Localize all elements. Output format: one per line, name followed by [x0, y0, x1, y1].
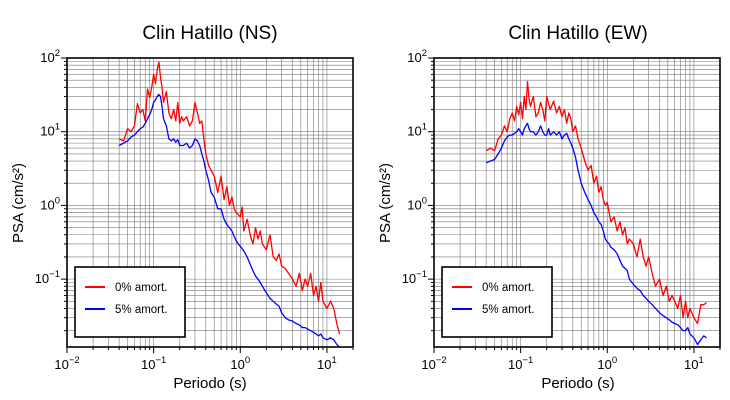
- chart-panel-ns: Clin Hatillo (NS) Periodo (s) PSA (cm/s²…: [10, 23, 354, 392]
- x-tick-label: 100: [597, 355, 617, 372]
- y-axis-label: PSA (cm/s²): [377, 163, 394, 243]
- legend-label: 0% amort.: [482, 282, 534, 294]
- legend: 0% amort. 5% amort.: [74, 266, 186, 338]
- x-tick-label: 101: [317, 355, 337, 372]
- x-axis-label: Periodo (s): [541, 375, 614, 392]
- chart-title: Clin Hatillo (NS): [142, 23, 277, 44]
- series-line-5pct-damping: [118, 93, 341, 348]
- legend-label: 5% amort.: [115, 304, 167, 316]
- legend-label: 0% amort.: [115, 282, 167, 294]
- ticks: [428, 57, 721, 353]
- y-tick-label: 101: [407, 122, 427, 139]
- x-tick-label: 100: [230, 355, 250, 372]
- series-line-0pct-damping: [485, 80, 707, 325]
- plot-frame: [66, 57, 354, 348]
- series-line-5pct-damping: [485, 122, 707, 346]
- legend: 0% amort. 5% amort.: [441, 266, 553, 338]
- x-tick-label: 10−1: [141, 355, 166, 372]
- x-tick-label: 10−1: [508, 355, 533, 372]
- y-tick-label: 101: [40, 122, 60, 139]
- ticks: [61, 57, 354, 353]
- legend-box: [441, 266, 553, 338]
- y-tick-label: 102: [407, 48, 427, 65]
- legend-label: 5% amort.: [482, 304, 534, 316]
- y-axis-label: PSA (cm/s²): [10, 163, 27, 243]
- x-tick-label: 101: [684, 355, 704, 372]
- plot-frame: [433, 57, 721, 348]
- y-tick-label: 100: [40, 195, 60, 212]
- x-tick-label: 10−2: [421, 355, 446, 372]
- y-tick-label: 10−1: [35, 269, 60, 286]
- y-tick-label: 100: [407, 195, 427, 212]
- y-tick-label: 10−1: [402, 269, 427, 286]
- series-line-0pct-damping: [118, 61, 341, 335]
- y-tick-label: 102: [40, 48, 60, 65]
- chart-title: Clin Hatillo (EW): [508, 23, 647, 44]
- legend-box: [74, 266, 186, 338]
- x-axis-label: Periodo (s): [173, 375, 246, 392]
- x-tick-label: 10−2: [54, 355, 79, 372]
- chart-panel-ew: Clin Hatillo (EW) Periodo (s) PSA (cm/s²…: [377, 23, 721, 392]
